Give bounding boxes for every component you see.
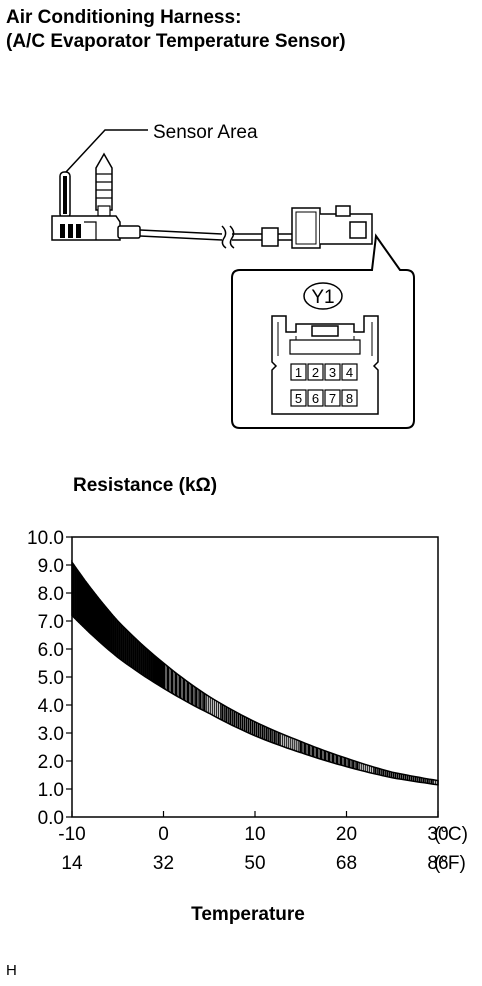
harness-connector	[291, 205, 373, 249]
connector-code: Y1	[311, 287, 334, 308]
page-title: Air Conditioning Harness: (A/C Evaporato…	[6, 6, 346, 54]
pin-box-6	[307, 389, 324, 407]
sensor-area-label: Sensor Area	[153, 122, 258, 143]
pin-box-1	[290, 363, 307, 381]
connector-code-badge	[303, 282, 343, 310]
resistance-band	[71, 559, 439, 786]
y-tick-label: 3.0	[38, 724, 64, 745]
x-axis-ticks: -10 14 0 32 10 50 20 68 30 86	[58, 811, 449, 874]
y-axis-ticks: 0.0 1.0 2.0 3.0 4.0 5.0 6.0 7.0 8.0 9.0 10.0	[27, 528, 72, 829]
y-tick-label: 6.0	[38, 640, 64, 661]
y-tick-label: 4.0	[38, 696, 64, 717]
sensor-body	[51, 215, 141, 241]
x-tick-label-celsius: 0	[158, 824, 169, 845]
x-tick-label-fahrenheit: 14	[61, 853, 83, 874]
sensor-leader-line	[65, 129, 148, 173]
x-tick-label-celsius: 20	[336, 824, 357, 845]
sensor-clip	[95, 152, 113, 217]
x-axis-label: Temperature	[191, 904, 305, 925]
title-line-2: (A/C Evaporator Temperature Sensor)	[6, 31, 346, 52]
sensor-probe	[59, 171, 71, 219]
y-tick-label: 8.0	[38, 584, 64, 605]
y-tick-label: 5.0	[38, 668, 64, 689]
x-unit-celsius: (°C)	[434, 824, 468, 845]
resistance-chart: Resistance (kΩ) 0.0 1.0 2.0 3.0 4.0 5.0 6.0 7.0…	[27, 475, 468, 925]
y-tick-label: 10.0	[27, 528, 64, 549]
pin-7: 7	[329, 391, 336, 406]
pin-1: 1	[295, 365, 302, 380]
pin-6: 6	[312, 391, 319, 406]
x-unit-fahrenheit: (°F)	[434, 853, 466, 874]
x-tick-label-fahrenheit: 50	[244, 853, 265, 874]
harness-diagram: Sensor Area	[51, 122, 415, 429]
pin-box-5	[290, 389, 307, 407]
pin-4: 4	[346, 365, 353, 380]
pin-box-4	[341, 363, 358, 381]
y-tick-label: 9.0	[38, 556, 64, 577]
pin-box-2	[307, 363, 324, 381]
y-tick-label: 0.0	[38, 808, 64, 829]
x-tick-label-fahrenheit: 86	[427, 853, 448, 874]
x-tick-label-celsius: 10	[244, 824, 265, 845]
pin-8: 8	[346, 391, 353, 406]
wire-harness	[139, 225, 292, 249]
pin-5: 5	[295, 391, 302, 406]
pin-box-8	[341, 389, 358, 407]
x-tick-label-fahrenheit: 32	[153, 853, 174, 874]
x-tick-label-celsius: -10	[58, 824, 85, 845]
title-line-1: Air Conditioning Harness:	[6, 7, 242, 28]
diagram-code: H	[6, 962, 17, 979]
chart-title: Resistance (kΩ)	[73, 475, 217, 496]
x-tick-label-fahrenheit: 68	[336, 853, 357, 874]
y-tick-label: 7.0	[38, 612, 64, 633]
pin-box-7	[324, 389, 341, 407]
y-tick-label: 1.0	[38, 780, 64, 801]
pin-3: 3	[329, 365, 336, 380]
pin-box-3	[324, 363, 341, 381]
x-tick-label-celsius: 30	[427, 824, 448, 845]
y-tick-label: 2.0	[38, 752, 64, 773]
pin-2: 2	[312, 365, 319, 380]
